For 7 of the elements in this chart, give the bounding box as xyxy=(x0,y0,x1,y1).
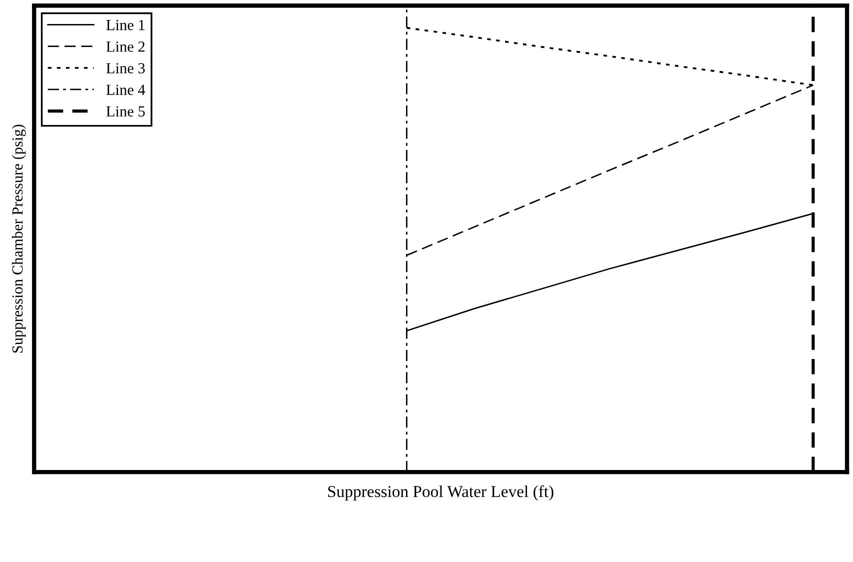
legend-label: Line 1 xyxy=(106,20,144,30)
y-axis-title: Suppression Chamber Pressure (psig) xyxy=(12,124,26,353)
legend-label: Line 5 xyxy=(106,106,145,117)
legend-label: Line 3 xyxy=(106,63,145,74)
x-axis-title: Suppression Pool Water Level (ft) xyxy=(328,485,554,501)
legend-label: Line 4 xyxy=(106,84,146,95)
legend-label: Line 2 xyxy=(106,42,145,52)
